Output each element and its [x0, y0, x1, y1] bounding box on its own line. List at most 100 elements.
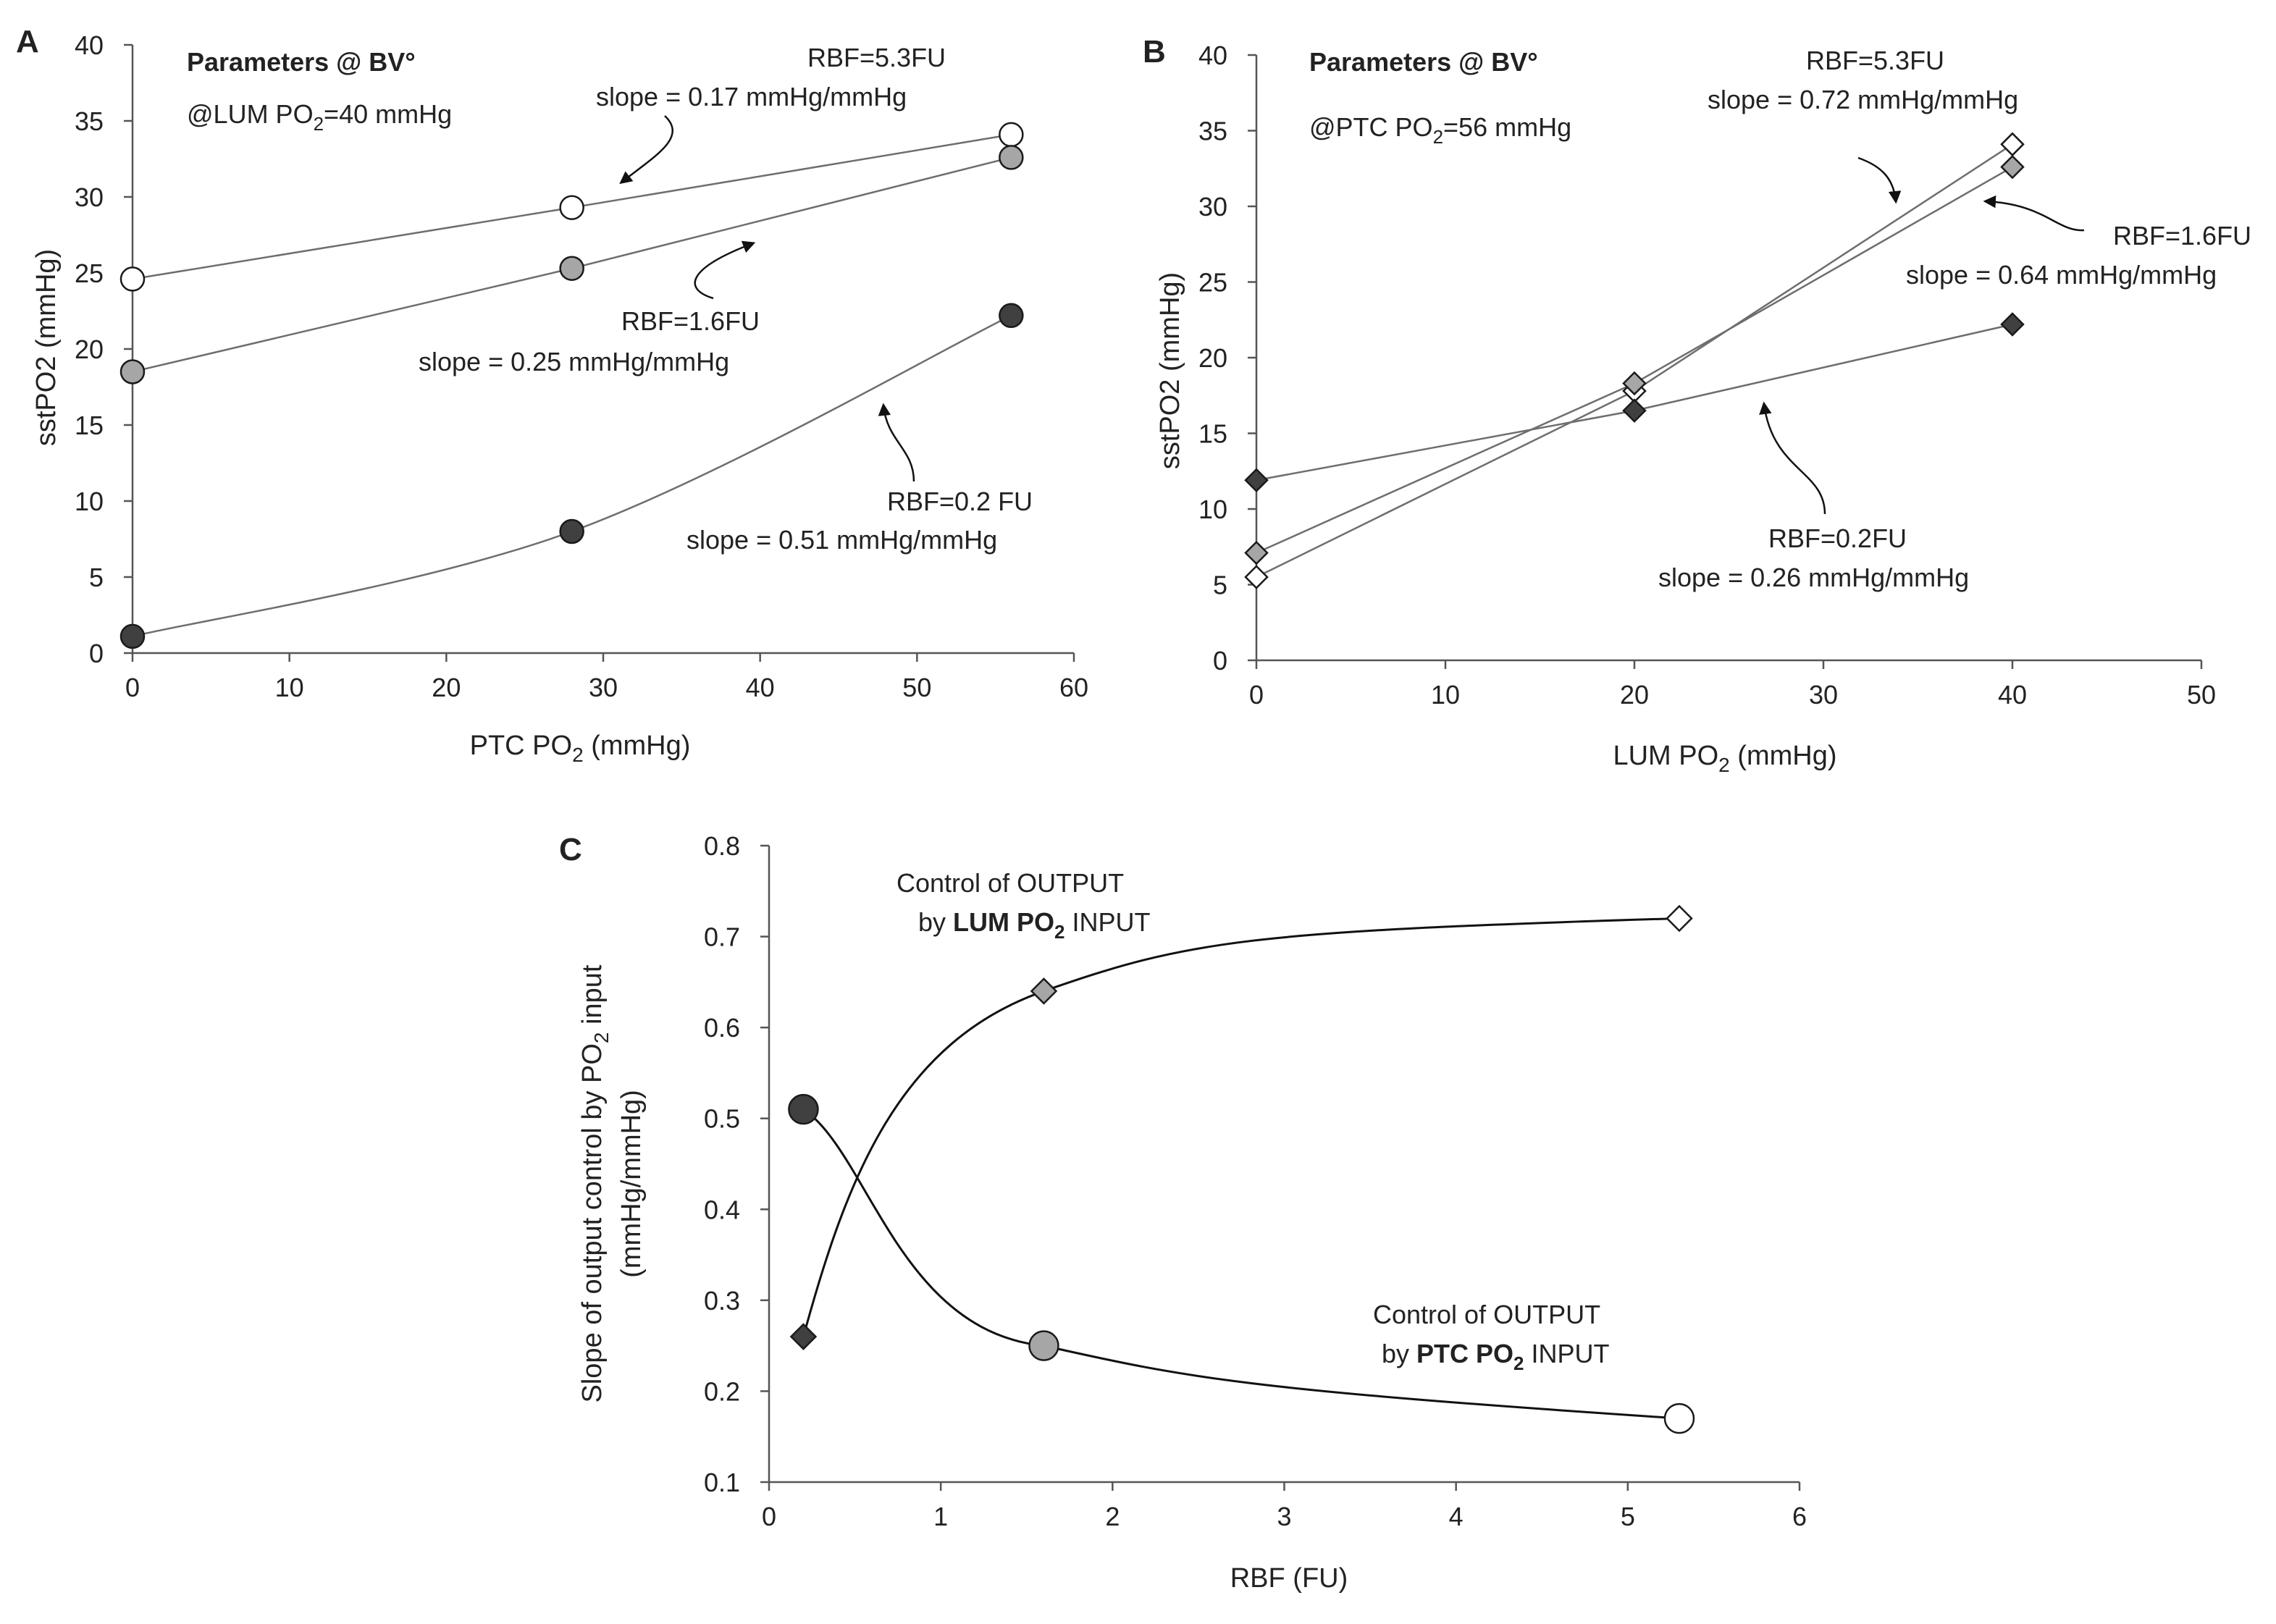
- panel-b-arrow-rbf02: [1759, 401, 1826, 515]
- panel-a-x-tick-label: 60: [1059, 673, 1088, 702]
- panel-b-annot-rbf02-slope: slope = 0.26 mmHg/mmHg: [1658, 563, 1969, 592]
- panel-b-annot-rbf16-label: RBF=1.6FU: [2113, 221, 2251, 251]
- panel-c-ptc-label-line2: by PTC PO2 INPUT: [1382, 1339, 1610, 1374]
- panel-b-series-line-0: [1256, 143, 2013, 579]
- panel-c-data-point: [1030, 977, 1058, 1005]
- panel-a-axes: 0 10 20 30 40 50 60 0 5 10 15 20 25 30 35 40: [75, 30, 1088, 702]
- panel-b-y-tick-label: 30: [1198, 192, 1227, 222]
- panel-b-x-tick-label: 20: [1620, 680, 1649, 710]
- panel-b-annot-rbf02-label: RBF=0.2FU: [1768, 523, 1907, 553]
- panel-c: C 0 1 2 3 4 5 6 0.1 0.2 0.3 0.4 0.5 0.6 0.7 0.8 Contro…: [559, 831, 1807, 1594]
- panel-b-data-point: [2000, 132, 2025, 157]
- panel-b-data-point: [1622, 398, 1647, 423]
- panel-c-data-point: [1663, 1402, 1695, 1434]
- panel-b-y-tick-label: 0: [1213, 646, 1227, 676]
- panel-b-x-tick-label: 10: [1431, 680, 1460, 710]
- panel-a-arrow-rbf53: [619, 115, 674, 185]
- panel-a-arrow-rbf02: [878, 403, 915, 482]
- panel-a-data-point: [119, 623, 146, 649]
- panel-b-data-point: [1622, 371, 1647, 396]
- panel-c-x-axis-title: RBF (FU): [1230, 1563, 1348, 1594]
- panel-a-condition: @LUM PO2=40 mmHg: [187, 99, 452, 135]
- panel-c-x-tick-label: 5: [1621, 1502, 1635, 1531]
- panel-c-series: [788, 904, 1695, 1434]
- panel-b-parameters-title: Parameters @ BV°: [1309, 47, 1538, 77]
- panel-c-data-point: [1666, 904, 1693, 933]
- panel-b-y-tick-label: 10: [1198, 495, 1227, 524]
- panel-a-x-tick-label: 20: [432, 673, 461, 702]
- panel-a-annot-rbf53-label: RBF=5.3FU: [807, 43, 946, 72]
- panel-b-data-point: [2000, 312, 2025, 337]
- panel-b-arrow-rbf16: [1983, 195, 2085, 232]
- panel-c-y-tick-label: 0.2: [704, 1376, 740, 1406]
- panel-a-x-tick-label: 40: [746, 673, 775, 702]
- panel-b-y-tick-label: 20: [1198, 343, 1227, 373]
- panel-a-x-tick-label: 30: [589, 673, 618, 702]
- panel-a-y-tick-label: 20: [75, 335, 104, 364]
- panel-c-ptc-label-line1: Control of OUTPUT: [1373, 1300, 1600, 1329]
- panel-c-y-tick-label: 0.8: [704, 831, 740, 861]
- panel-b-y-tick-label: 25: [1198, 268, 1227, 298]
- panel-a-y-tick-label: 0: [89, 639, 104, 668]
- panel-c-x-tick-label: 1: [933, 1502, 948, 1531]
- panel-c-y-tick-label: 0.1: [704, 1468, 740, 1497]
- panel-a-y-tick-label: 30: [75, 182, 104, 212]
- panel-c-data-point: [789, 1323, 818, 1350]
- panel-c-data-point: [1028, 1330, 1059, 1361]
- panel-b-data-point: [1244, 468, 1269, 493]
- panel-c-x-tick-label: 3: [1277, 1502, 1291, 1531]
- panel-b-y-tick-label: 35: [1198, 117, 1227, 146]
- panel-a-data-point: [119, 266, 146, 292]
- panel-c-letter: C: [559, 832, 582, 867]
- panel-c-y-tick-label: 0.5: [704, 1104, 740, 1134]
- panel-a-y-tick-label: 10: [75, 487, 104, 516]
- panel-b-x-tick-label: 0: [1249, 680, 1264, 710]
- panel-b-arrow-rbf53: [1857, 156, 1902, 204]
- panel-a-x-axis-title: PTC PO2 (mmHg): [470, 731, 691, 766]
- panel-a-annot-rbf02-label: RBF=0.2 FU: [887, 487, 1033, 516]
- panel-a-series: [119, 122, 1024, 649]
- panel-a-letter: A: [16, 24, 39, 59]
- panel-a-annot-rbf16-label: RBF=1.6FU: [621, 306, 760, 336]
- panel-b-condition: @PTC PO2=56 mmHg: [1309, 112, 1571, 148]
- panel-a-x-tick-label: 10: [275, 673, 304, 702]
- panel-a-arrow-rbf16: [694, 240, 756, 300]
- panel-c-x-tick-label: 2: [1105, 1502, 1120, 1531]
- panel-a-y-tick-label: 5: [89, 563, 104, 592]
- panel-b-y-axis-title: sstPO2 (mmHg): [1155, 272, 1185, 469]
- panel-c-y-tick-label: 0.4: [704, 1195, 740, 1224]
- panel-a-y-tick-label: 15: [75, 411, 104, 440]
- panel-a-data-point: [999, 303, 1024, 329]
- panel-c-x-tick-label: 6: [1792, 1502, 1807, 1531]
- panel-b-letter: B: [1143, 34, 1166, 70]
- panel-a: A 0 10 20 30 40 50 60 0 5 10 15 20 25 30 35 40 Paramete…: [16, 24, 1088, 766]
- panel-a-annot-rbf53-slope: slope = 0.17 mmHg/mmHg: [596, 82, 907, 112]
- panel-b: B 0 10 20 30 40 50 0 5 10 15 20 25 30 35 40 Parameters…: [1143, 34, 2251, 776]
- panel-b-annot-rbf53-label: RBF=5.3FU: [1806, 46, 1944, 75]
- panel-a-data-point: [999, 145, 1024, 170]
- panel-a-annot-rbf16-slope: slope = 0.25 mmHg/mmHg: [419, 347, 729, 376]
- panel-b-x-tick-label: 40: [1998, 680, 2027, 710]
- panel-c-y-axis-title-line2: (mmHg/mmHg): [616, 1090, 647, 1278]
- panel-a-y-tick-label: 35: [75, 106, 104, 136]
- panel-c-series-curve-1: [802, 1108, 1680, 1420]
- panel-a-y-tick-label: 40: [75, 30, 104, 60]
- panel-b-series: [1244, 132, 2025, 589]
- panel-c-y-tick-label: 0.7: [704, 922, 740, 952]
- panel-a-data-point: [119, 359, 146, 384]
- panel-a-parameters-title: Parameters @ BV°: [187, 47, 416, 77]
- panel-a-data-point: [559, 195, 584, 220]
- panel-b-y-tick-label: 40: [1198, 41, 1227, 70]
- panel-b-series-line-1: [1256, 166, 2013, 554]
- panel-b-y-tick-label: 15: [1198, 419, 1227, 449]
- panel-b-x-tick-label: 30: [1809, 680, 1838, 710]
- panel-a-annot-rbf02-slope: slope = 0.51 mmHg/mmHg: [686, 525, 997, 555]
- panel-a-data-point: [559, 256, 584, 281]
- panel-c-lum-label-line1: Control of OUTPUT: [896, 868, 1124, 898]
- panel-b-x-axis-title: LUM PO2 (mmHg): [1613, 741, 1836, 776]
- panel-b-y-tick-label: 5: [1213, 571, 1227, 600]
- panel-c-data-point: [788, 1093, 819, 1125]
- panel-b-annot-rbf16-slope: slope = 0.64 mmHg/mmHg: [1906, 260, 2217, 290]
- panel-a-data-point: [559, 518, 584, 544]
